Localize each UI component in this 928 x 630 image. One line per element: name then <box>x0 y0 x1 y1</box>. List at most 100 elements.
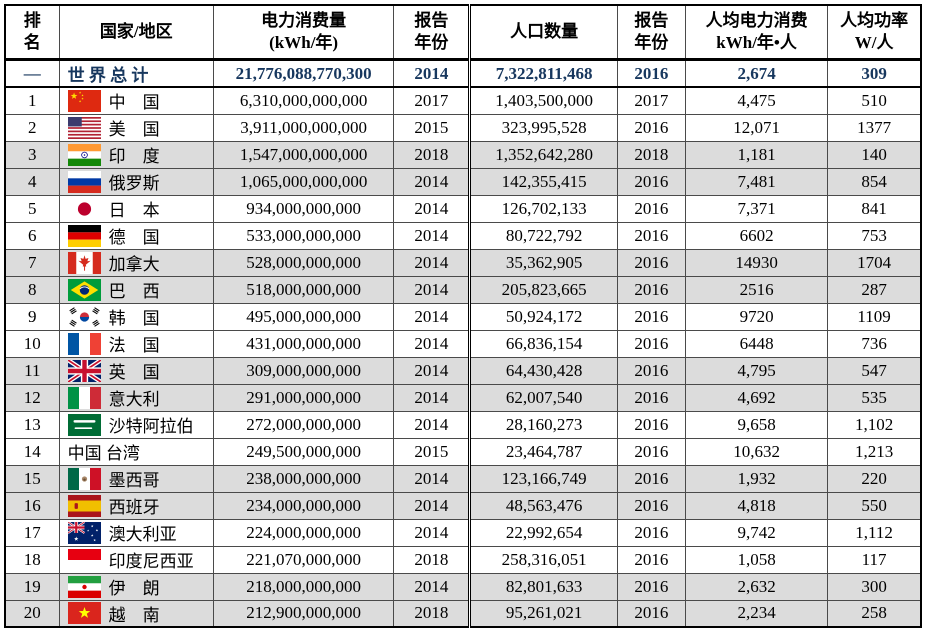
country-name: 韩 国 <box>108 309 160 328</box>
china-flag-icon <box>67 89 101 112</box>
consumption-cell: 309,000,000,000 <box>212 356 395 385</box>
report-year1-cell: 2014 <box>393 194 471 223</box>
population-cell: 23,464,787 <box>468 437 618 466</box>
rank-cell: — <box>4 59 60 88</box>
saudi-arabia-flag-icon <box>67 413 101 436</box>
country-cell: 墨西哥 <box>58 464 214 493</box>
report-year2-cell: 2016 <box>616 599 686 628</box>
per-capita-w-cell: 535 <box>827 383 922 412</box>
rank-cell: 7 <box>4 248 60 277</box>
table-row: 1 中 国 6,310,000,000,000 2017 1,403,500,0… <box>4 86 922 115</box>
rank-cell: 11 <box>4 356 60 385</box>
report-year1-cell: 2014 <box>393 383 471 412</box>
rank-cell: 9 <box>4 302 60 331</box>
per-capita-w-cell: 1377 <box>827 113 922 142</box>
country-name: 俄罗斯 <box>108 174 160 193</box>
population-cell: 64,430,428 <box>468 356 618 385</box>
table-row: 2 美 国 3,911,000,000,000 2015 323,995,528… <box>4 113 922 142</box>
report-year1-cell: 2014 <box>393 275 471 304</box>
per-capita-kwh-cell: 7,371 <box>684 194 829 223</box>
header-report-year-1: 报告 年份 <box>393 4 471 61</box>
consumption-cell: 272,000,000,000 <box>212 410 395 439</box>
report-year2-cell: 2016 <box>616 59 686 88</box>
report-year2-cell: 2016 <box>616 491 686 520</box>
rank-cell: 18 <box>4 545 60 574</box>
population-cell: 48,563,476 <box>468 491 618 520</box>
report-year2-cell: 2016 <box>616 545 686 574</box>
country-cell: 中国 台湾 <box>58 437 214 466</box>
per-capita-w-cell: 854 <box>827 167 922 196</box>
per-capita-kwh-cell: 4,692 <box>684 383 829 412</box>
per-capita-kwh-cell: 4,795 <box>684 356 829 385</box>
report-year1-cell: 2014 <box>393 464 471 493</box>
indonesia-flag-icon <box>67 548 101 571</box>
consumption-cell: 249,500,000,000 <box>212 437 395 466</box>
per-capita-kwh-cell: 7,481 <box>684 167 829 196</box>
table-row: 17 澳大利亚 224,000,000,000 2014 22,992,654 … <box>4 518 922 547</box>
rank-cell: 16 <box>4 491 60 520</box>
country-name: 印 度 <box>108 147 160 166</box>
country-name: 墨西哥 <box>108 471 160 490</box>
header-row: 排 名 国家/地区 电力消费量 (kWh/年) 报告 年份 人口数量 报告 年份… <box>4 4 922 61</box>
per-capita-kwh-cell: 2,234 <box>684 599 829 628</box>
country-name: 中国 台湾 <box>67 444 140 463</box>
vietnam-flag-icon <box>67 602 101 625</box>
rank-cell: 15 <box>4 464 60 493</box>
consumption-cell: 221,070,000,000 <box>212 545 395 574</box>
report-year1-cell: 2014 <box>393 410 471 439</box>
rank-cell: 6 <box>4 221 60 250</box>
population-cell: 7,322,811,468 <box>468 59 618 88</box>
table-row: 20 越 南 212,900,000,000 2018 95,261,021 2… <box>4 599 922 628</box>
canada-flag-icon <box>67 251 101 274</box>
consumption-cell: 6,310,000,000,000 <box>212 86 395 115</box>
consumption-cell: 224,000,000,000 <box>212 518 395 547</box>
rank-cell: 10 <box>4 329 60 358</box>
population-cell: 80,722,792 <box>468 221 618 250</box>
per-capita-w-cell: 140 <box>827 140 922 169</box>
report-year2-cell: 2016 <box>616 464 686 493</box>
table-row: 18 印度尼西亚 221,070,000,000 2018 258,316,05… <box>4 545 922 574</box>
population-cell: 28,160,273 <box>468 410 618 439</box>
country-name: 印度尼西亚 <box>108 552 194 571</box>
per-capita-kwh-cell: 9,742 <box>684 518 829 547</box>
report-year2-cell: 2016 <box>616 437 686 466</box>
country-cell: 巴 西 <box>58 275 214 304</box>
per-capita-kwh-cell: 14930 <box>684 248 829 277</box>
consumption-cell: 431,000,000,000 <box>212 329 395 358</box>
rank-cell: 3 <box>4 140 60 169</box>
rank-cell: 1 <box>4 86 60 115</box>
header-population: 人口数量 <box>468 4 618 61</box>
table-row: 6 德 国 533,000,000,000 2014 80,722,792 20… <box>4 221 922 250</box>
report-year1-cell: 2014 <box>393 329 471 358</box>
population-cell: 50,924,172 <box>468 302 618 331</box>
country-name: 法 国 <box>108 336 160 355</box>
consumption-cell: 291,000,000,000 <box>212 383 395 412</box>
per-capita-kwh-cell: 1,932 <box>684 464 829 493</box>
table-row: 8 巴 西 518,000,000,000 2014 205,823,665 2… <box>4 275 922 304</box>
country-cell: 中 国 <box>58 86 214 115</box>
rank-cell: 2 <box>4 113 60 142</box>
header-consumption: 电力消费量 (kWh/年) <box>212 4 395 61</box>
population-cell: 258,316,051 <box>468 545 618 574</box>
report-year1-cell: 2018 <box>393 599 471 628</box>
table-row: 12 意大利 291,000,000,000 2014 62,007,540 2… <box>4 383 922 412</box>
russia-flag-icon <box>67 170 101 193</box>
report-year1-cell: 2014 <box>393 572 471 601</box>
country-cell: 意大利 <box>58 383 214 412</box>
table-row: 4 俄罗斯 1,065,000,000,000 2014 142,355,415… <box>4 167 922 196</box>
country-cell: 德 国 <box>58 221 214 250</box>
per-capita-kwh-cell: 2516 <box>684 275 829 304</box>
per-capita-w-cell: 510 <box>827 86 922 115</box>
report-year1-cell: 2017 <box>393 86 471 115</box>
report-year1-cell: 2014 <box>393 518 471 547</box>
per-capita-w-cell: 736 <box>827 329 922 358</box>
mexico-flag-icon <box>67 467 101 490</box>
population-cell: 22,992,654 <box>468 518 618 547</box>
per-capita-kwh-cell: 6448 <box>684 329 829 358</box>
per-capita-kwh-cell: 9,658 <box>684 410 829 439</box>
rank-cell: 17 <box>4 518 60 547</box>
per-capita-kwh-cell: 4,818 <box>684 491 829 520</box>
per-capita-kwh-cell: 9720 <box>684 302 829 331</box>
per-capita-w-cell: 1,112 <box>827 518 922 547</box>
